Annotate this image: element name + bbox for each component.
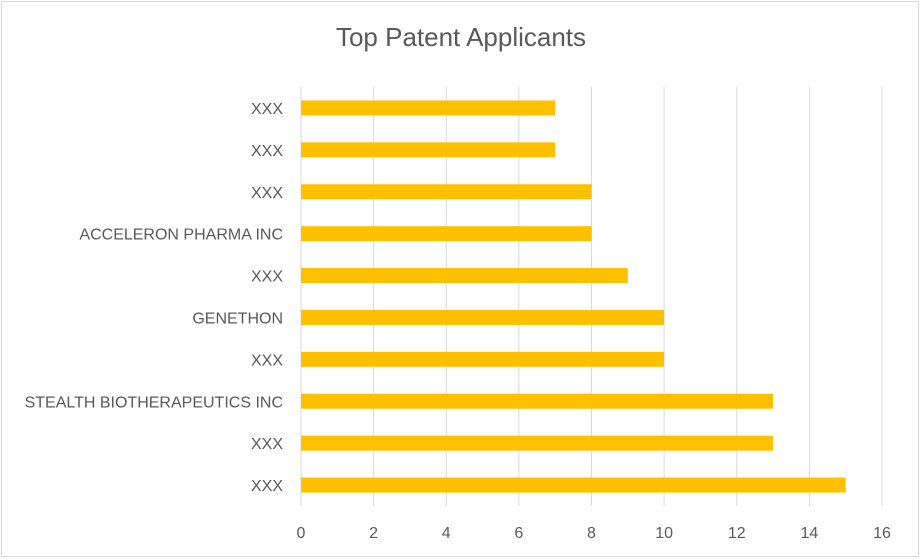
x-tick-label: 2 <box>369 525 378 542</box>
x-tick-label: 6 <box>514 525 523 542</box>
category-label: XXX <box>251 478 283 495</box>
x-tick-label: 10 <box>655 525 673 542</box>
x-tick-label: 16 <box>873 525 891 542</box>
x-tick-label: 8 <box>587 525 596 542</box>
category-label: XXX <box>251 185 283 202</box>
bar <box>301 142 556 158</box>
bar <box>301 226 592 242</box>
chart-title: Top Patent Applicants <box>335 22 587 52</box>
bar <box>301 100 556 116</box>
bar <box>301 184 592 200</box>
category-label: XXX <box>251 143 283 160</box>
bar <box>301 477 846 493</box>
category-label: XXX <box>251 436 283 453</box>
category-label: ACCELERON PHARMA INC <box>79 227 283 244</box>
category-label: XXX <box>251 352 283 369</box>
x-tick-label: 12 <box>728 525 746 542</box>
bar <box>301 351 665 367</box>
category-labels: XXX XXX XXX ACCELERON PHARMA INC XXX GENETHON… <box>25 101 284 495</box>
bars <box>301 100 846 493</box>
x-tick-label: 4 <box>442 525 451 542</box>
bar <box>301 268 628 284</box>
bar <box>301 435 774 451</box>
bar <box>301 309 665 325</box>
x-tick-labels: 0 2 4 6 8 10 12 14 16 <box>297 525 891 542</box>
category-label: XXX <box>251 269 283 286</box>
x-tick-label: 14 <box>800 525 818 542</box>
category-label: GENETHON <box>192 310 283 327</box>
category-label: XXX <box>251 101 283 118</box>
category-label: STEALTH BIOTHERAPEUTICS INC <box>25 394 283 411</box>
x-tick-label: 0 <box>297 525 306 542</box>
bar <box>301 393 774 409</box>
